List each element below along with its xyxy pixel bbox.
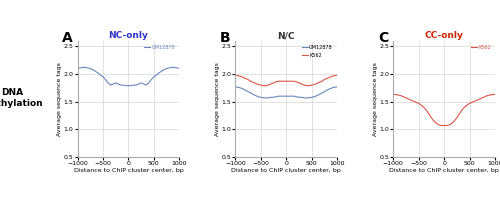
- Text: C: C: [378, 31, 388, 45]
- Y-axis label: Average sequence tags: Average sequence tags: [215, 62, 220, 136]
- Legend: GM12878, K562: GM12878, K562: [300, 43, 334, 60]
- X-axis label: Distance to ChIP cluster center, bp: Distance to ChIP cluster center, bp: [389, 168, 499, 173]
- Y-axis label: Average sequence tags: Average sequence tags: [372, 62, 378, 136]
- Title: NC-only: NC-only: [108, 31, 148, 40]
- Title: N/C: N/C: [278, 31, 295, 40]
- Y-axis label: Average sequence tags: Average sequence tags: [57, 62, 62, 136]
- Text: A: A: [62, 31, 73, 45]
- Title: CC-only: CC-only: [424, 31, 464, 40]
- Text: B: B: [220, 31, 230, 45]
- X-axis label: Distance to ChIP cluster center, bp: Distance to ChIP cluster center, bp: [74, 168, 184, 173]
- X-axis label: Distance to ChIP cluster center, bp: Distance to ChIP cluster center, bp: [232, 168, 341, 173]
- Legend: K562: K562: [469, 43, 492, 52]
- Text: DNA
methylation: DNA methylation: [0, 88, 44, 108]
- Legend: GM12878: GM12878: [142, 43, 177, 52]
